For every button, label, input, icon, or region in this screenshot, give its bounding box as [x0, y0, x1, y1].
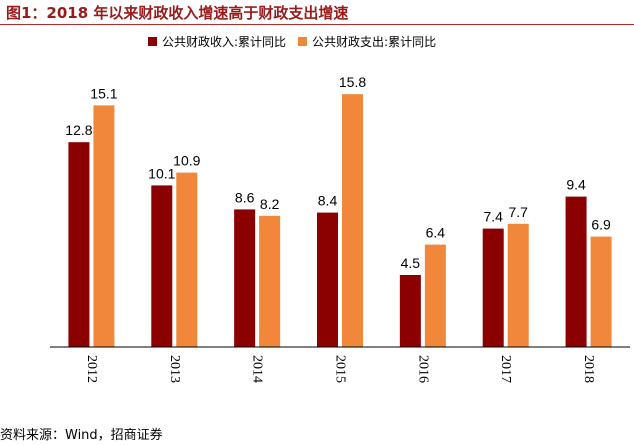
bar-revenue-2017 — [482, 228, 504, 347]
value-label-revenue-2013: 10.1 — [148, 165, 175, 181]
value-label-expenditure-2016: 6.4 — [426, 225, 446, 241]
source-note: 资料来源：Wind，招商证券 — [0, 428, 163, 443]
x-tick-label-2018: 2018 — [581, 355, 596, 383]
bar-revenue-2015 — [317, 212, 338, 347]
x-tick-label-2012: 2012 — [84, 355, 99, 383]
legend-item-revenue: 公共财政收入:累计同比 — [148, 33, 286, 50]
bar-expenditure-2012 — [93, 105, 115, 348]
legend-label-expenditure: 公共财政支出:累计同比 — [312, 35, 437, 49]
x-tick-label-2015: 2015 — [333, 355, 348, 383]
chart-title: 图1：2018 年以来财政收入增速高于财政支出增速 — [6, 4, 349, 22]
value-label-revenue-2012: 12.8 — [65, 122, 92, 138]
value-label-expenditure-2018: 6.9 — [591, 217, 611, 233]
bar-expenditure-2014 — [259, 215, 281, 347]
bar-expenditure-2018 — [590, 236, 612, 347]
bars-group — [68, 94, 612, 348]
value-label-revenue-2016: 4.5 — [401, 255, 421, 271]
x-tick-label-2013: 2013 — [167, 355, 182, 383]
x-tick-label-2016: 2016 — [415, 355, 430, 383]
value-label-expenditure-2014: 8.2 — [260, 196, 280, 212]
value-label-expenditure-2017: 7.7 — [508, 204, 528, 220]
bar-revenue-2014 — [234, 209, 256, 347]
bar-revenue-2018 — [565, 196, 587, 347]
legend-item-expenditure: 公共财政支出:累计同比 — [298, 33, 436, 50]
value-label-revenue-2014: 8.6 — [235, 189, 255, 205]
value-label-revenue-2015: 8.4 — [318, 193, 338, 209]
value-label-expenditure-2015: 15.8 — [339, 74, 366, 90]
legend-swatch-revenue — [148, 37, 157, 46]
value-label-expenditure-2013: 10.9 — [173, 153, 200, 169]
value-label-revenue-2017: 7.4 — [483, 209, 503, 225]
bar-expenditure-2013 — [176, 172, 198, 347]
bar-revenue-2013 — [151, 185, 173, 347]
value-label-expenditure-2012: 15.1 — [90, 85, 117, 101]
legend-label-revenue: 公共财政收入:累计同比 — [162, 35, 287, 49]
value-label-revenue-2018: 9.4 — [566, 177, 586, 193]
bar-revenue-2016 — [399, 275, 421, 347]
bar-expenditure-2015 — [342, 94, 363, 347]
bar-revenue-2012 — [68, 142, 90, 347]
x-tick-label-2017: 2017 — [498, 355, 513, 383]
bar-expenditure-2016 — [424, 244, 446, 347]
bar-expenditure-2017 — [507, 223, 529, 347]
x-tick-label-2014: 2014 — [250, 355, 265, 383]
x-tick-labels-group: 2012 2013 2014 2015 2016 2017 2018 — [84, 355, 596, 383]
value-labels-group: 12.8 15.1 10.110.9 8.6 8.2 8.4 15.8 4.5 6.4 7.4 7.… — [65, 74, 611, 271]
legend: 公共财政收入:累计同比 公共财政支出:累计同比 — [148, 33, 448, 50]
title-underline — [0, 24, 634, 25]
legend-swatch-expenditure — [298, 37, 308, 46]
